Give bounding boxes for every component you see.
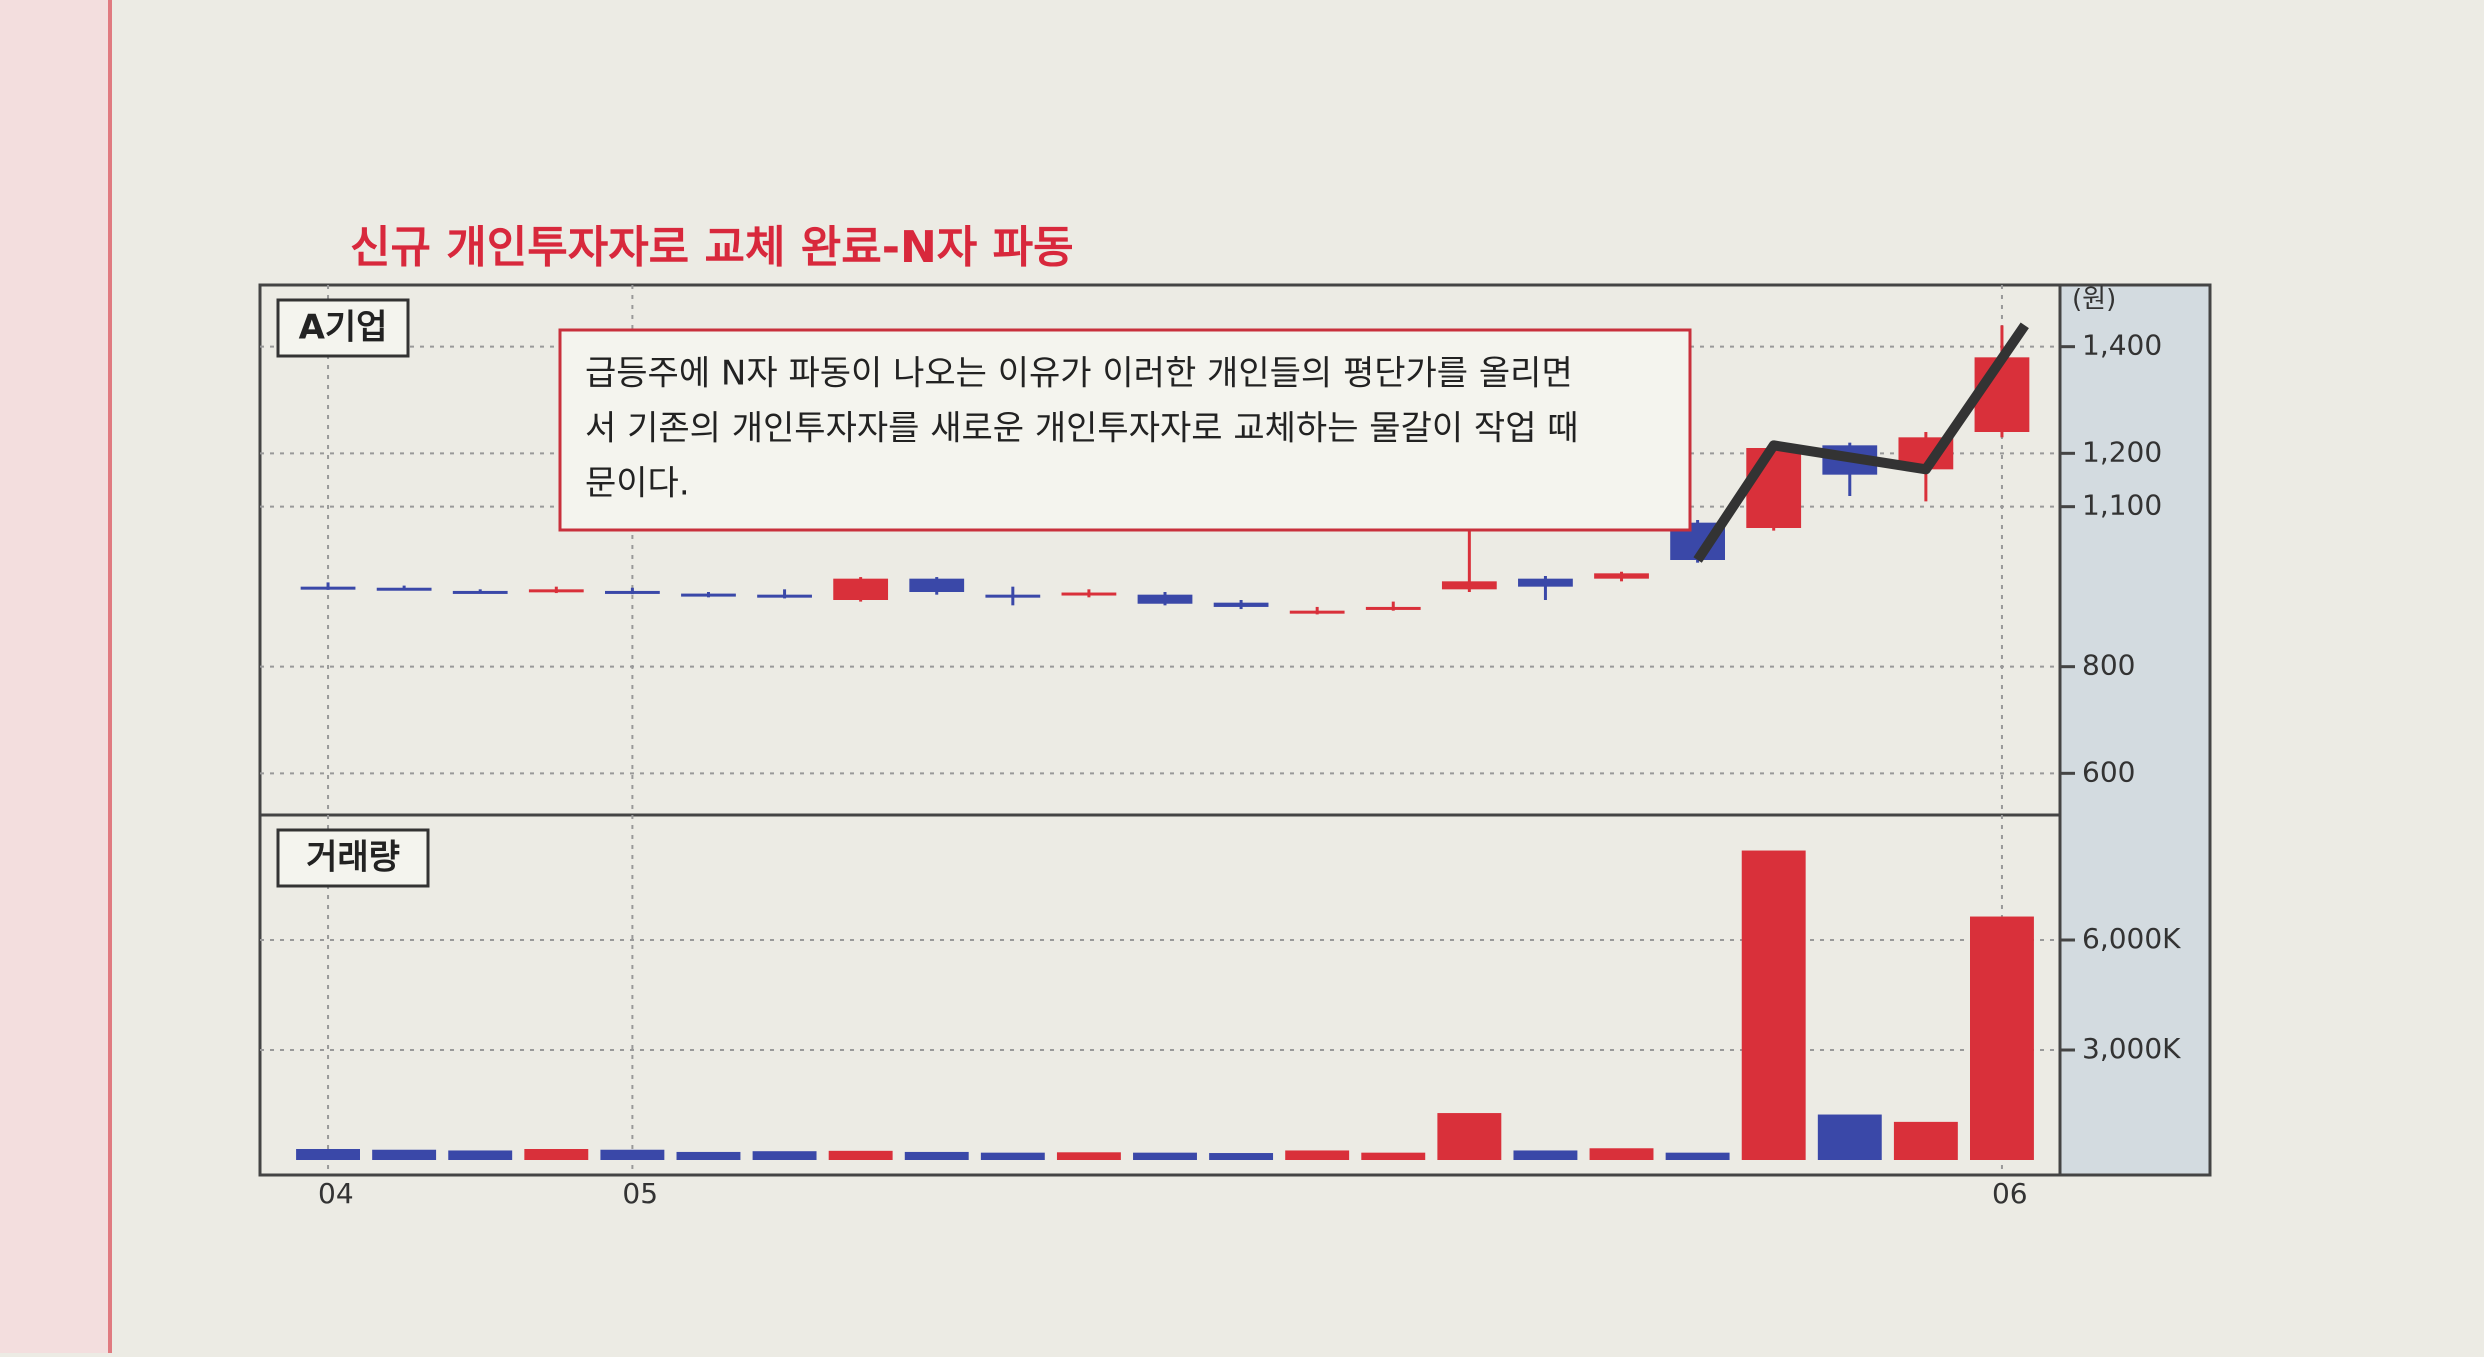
candle-body bbox=[1441, 581, 1497, 590]
candle-body bbox=[1518, 578, 1573, 587]
axis-panel bbox=[2060, 285, 2210, 1175]
candle-body bbox=[757, 594, 812, 598]
volume-bar bbox=[828, 1150, 893, 1160]
volume-bar bbox=[676, 1151, 741, 1160]
volume-bar bbox=[1817, 1114, 1882, 1160]
marks bbox=[296, 322, 2034, 1160]
candle-body bbox=[452, 590, 508, 594]
candle-body bbox=[985, 594, 1041, 598]
y-tick-label: 1,200 bbox=[2082, 435, 2162, 468]
volume-bar bbox=[980, 1152, 1045, 1160]
candle-body bbox=[605, 590, 660, 594]
volume-bar bbox=[448, 1150, 513, 1160]
volume-bar bbox=[1361, 1152, 1426, 1160]
volume-bar bbox=[1285, 1150, 1350, 1160]
volume-bar bbox=[752, 1151, 817, 1160]
volume-bar bbox=[904, 1151, 969, 1160]
panel-label: A기업 bbox=[299, 308, 388, 348]
n-wave-line bbox=[1693, 322, 2029, 563]
annotation-text: 문이다. bbox=[585, 464, 690, 504]
y-tick-label: 1,100 bbox=[2082, 489, 2162, 522]
candle-body bbox=[528, 589, 584, 593]
volume-bar bbox=[1893, 1121, 1958, 1160]
y-tick-label: 600 bbox=[2082, 755, 2135, 788]
candle-body bbox=[1974, 357, 2030, 432]
y-tick-label: 800 bbox=[2082, 649, 2135, 682]
annotation-box bbox=[558, 328, 1692, 532]
x-tick-label: 06 bbox=[1992, 1177, 2028, 1210]
volume-bar bbox=[296, 1149, 360, 1160]
panel-label-box bbox=[276, 298, 410, 358]
chart-frame bbox=[258, 283, 2212, 1177]
candle-body bbox=[909, 578, 965, 592]
candle-body bbox=[681, 593, 736, 597]
candle-body bbox=[1594, 573, 1649, 579]
volume-bar bbox=[1209, 1153, 1274, 1160]
x-tick-label: 05 bbox=[622, 1177, 658, 1210]
candle-body bbox=[1061, 592, 1117, 596]
x-tick-label: 04 bbox=[318, 1177, 354, 1210]
volume-bar bbox=[1513, 1150, 1578, 1160]
annotation-text: 급등주에 N자 파동이 나오는 이유가 이러한 개인들의 평단가를 올리면 bbox=[585, 354, 1573, 394]
candle-body bbox=[833, 578, 889, 600]
candle-body bbox=[376, 587, 432, 591]
volume-bar bbox=[1589, 1148, 1654, 1160]
volume-bar bbox=[1133, 1152, 1197, 1160]
y-tick-label: 6,000K bbox=[2082, 922, 2181, 955]
page-edge bbox=[0, 0, 110, 1353]
candle-body bbox=[1289, 610, 1345, 614]
volume-bar bbox=[1741, 850, 1806, 1160]
volume-bar bbox=[600, 1149, 665, 1160]
unit-label: (원) bbox=[2072, 285, 2116, 315]
annotation-text: 서 기존의 개인투자자를 새로운 개인투자자로 교체하는 물갈이 작업 때 bbox=[585, 409, 1579, 449]
volume-bar bbox=[1665, 1152, 1730, 1160]
y-tick-label: 1,400 bbox=[2082, 329, 2162, 362]
volume-label-box bbox=[276, 828, 430, 888]
candle-body bbox=[1213, 602, 1269, 607]
volume-bar bbox=[1056, 1152, 1121, 1160]
candle-body bbox=[1746, 448, 1802, 528]
volume-bar bbox=[524, 1149, 589, 1160]
candle-body bbox=[1365, 606, 1421, 610]
candle-body bbox=[300, 586, 356, 590]
chart-title: 신규 개인투자자로 교체 완료-N자 파동 bbox=[350, 222, 1074, 273]
volume-label: 거래량 bbox=[306, 838, 400, 878]
volume-bar bbox=[372, 1149, 437, 1160]
y-tick-label: 3,000K bbox=[2082, 1032, 2181, 1065]
volume-bar bbox=[1437, 1113, 1502, 1160]
volume-bar bbox=[1970, 916, 2034, 1160]
candle-body bbox=[1137, 594, 1193, 604]
